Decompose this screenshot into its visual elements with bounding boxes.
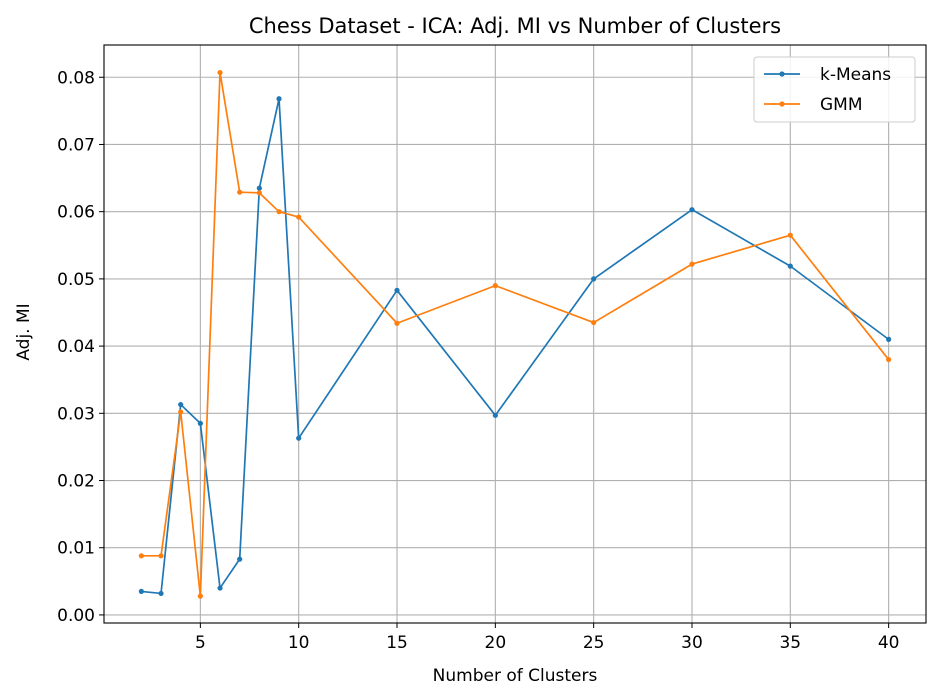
data-point xyxy=(256,190,262,196)
plot-area: 5 10 15 20 25 30 35 40 0.00 0.01 0.02 0.03 0.04 0.05 0… xyxy=(57,44,927,653)
data-point xyxy=(276,209,282,215)
y-tick-label: 0.08 xyxy=(57,68,95,88)
data-point xyxy=(296,435,302,441)
data-point xyxy=(394,320,400,326)
legend-label: GMM xyxy=(820,95,863,115)
data-point xyxy=(197,593,203,599)
data-point xyxy=(591,319,597,326)
data-point xyxy=(689,261,695,267)
x-tick-label: 40 xyxy=(878,633,900,653)
y-tick-label: 0.03 xyxy=(57,404,95,424)
data-point xyxy=(787,232,793,238)
x-tick-label: 10 xyxy=(288,633,310,653)
legend-label: k-Means xyxy=(820,65,891,85)
y-tick-label: 0.05 xyxy=(57,270,95,290)
y-tick-label: 0.07 xyxy=(57,135,95,155)
x-tick-label: 30 xyxy=(681,633,703,653)
data-point xyxy=(492,412,498,418)
x-tick-label: 35 xyxy=(779,633,801,653)
data-point xyxy=(138,588,144,595)
data-point xyxy=(138,553,144,559)
data-point xyxy=(217,69,223,76)
data-point xyxy=(394,287,400,293)
data-point xyxy=(886,356,892,363)
data-point xyxy=(197,420,203,426)
data-point xyxy=(178,401,184,408)
data-point xyxy=(256,185,262,191)
x-tick-label: 20 xyxy=(485,633,507,653)
x-axis-label: Number of Clusters xyxy=(433,666,598,686)
data-point xyxy=(296,214,302,220)
x-tick-label: 25 xyxy=(583,633,605,653)
data-point xyxy=(591,276,597,282)
y-tick-label: 0.00 xyxy=(57,606,95,626)
legend-marker xyxy=(779,71,785,77)
y-tick-label: 0.04 xyxy=(57,337,95,357)
chart-title: Chess Dataset - ICA: Adj. MI vs Number o… xyxy=(249,14,781,38)
data-point xyxy=(217,585,223,591)
legend: k-Means GMM xyxy=(753,56,916,123)
data-point xyxy=(158,590,164,597)
data-point xyxy=(178,409,184,415)
data-point xyxy=(158,553,164,559)
data-point xyxy=(787,263,793,269)
y-tick-label: 0.06 xyxy=(57,203,95,223)
x-tick-label: 15 xyxy=(386,633,408,653)
x-tick-label: 5 xyxy=(195,633,206,653)
data-point xyxy=(492,283,498,289)
data-point xyxy=(237,189,243,195)
data-point xyxy=(276,96,282,102)
axes-frame xyxy=(103,44,927,624)
y-tick-label: 0.01 xyxy=(57,539,95,559)
data-point xyxy=(886,336,892,342)
y-axis-label: Adj. MI xyxy=(14,303,34,360)
y-tick-label: 0.02 xyxy=(57,472,95,492)
data-point xyxy=(689,207,695,213)
legend-marker xyxy=(779,101,785,107)
data-point xyxy=(237,556,243,562)
